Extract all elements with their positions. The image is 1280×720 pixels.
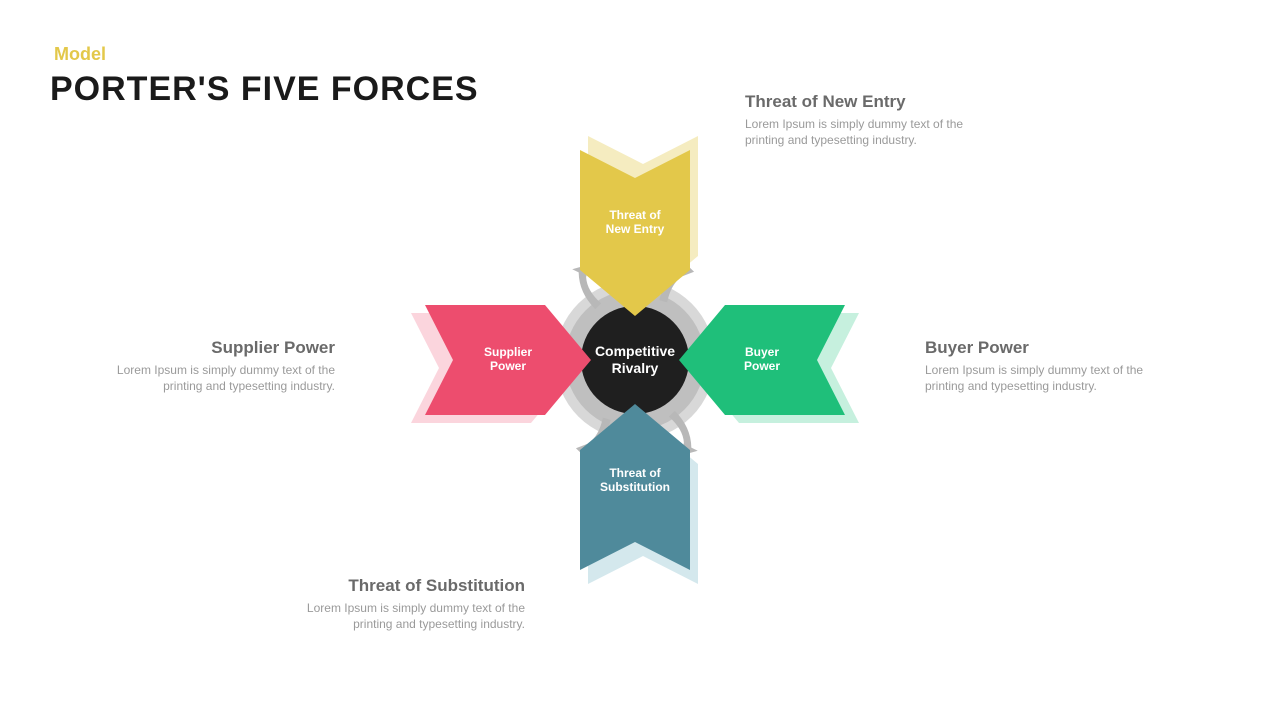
desc-bottom: Threat of Substitution Lorem Ipsum is si… — [265, 576, 525, 632]
desc-right: Buyer Power Lorem Ipsum is simply dummy … — [925, 338, 1185, 394]
arrow-left-label: SupplierPower — [453, 346, 563, 374]
desc-bottom-text: Lorem Ipsum is simply dummy text of the … — [265, 600, 525, 632]
desc-top-text: Lorem Ipsum is simply dummy text of the … — [745, 116, 1005, 148]
arrow-bottom: Threat ofSubstitution — [525, 377, 745, 597]
desc-left-text: Lorem Ipsum is simply dummy text of the … — [75, 362, 335, 394]
arrow-right-label: BuyerPower — [707, 346, 817, 374]
desc-top-title: Threat of New Entry — [745, 92, 1005, 112]
arrow-top-label: Threat ofNew Entry — [580, 209, 690, 237]
desc-left-title: Supplier Power — [75, 338, 335, 358]
desc-top: Threat of New Entry Lorem Ipsum is simpl… — [745, 92, 1005, 148]
arrow-bottom-label: Threat ofSubstitution — [580, 467, 690, 495]
desc-right-title: Buyer Power — [925, 338, 1185, 358]
model-subtitle: Model — [54, 44, 106, 65]
desc-bottom-title: Threat of Substitution — [265, 576, 525, 596]
desc-right-text: Lorem Ipsum is simply dummy text of the … — [925, 362, 1185, 394]
page-title: PORTER'S FIVE FORCES — [50, 70, 479, 109]
desc-left: Supplier Power Lorem Ipsum is simply dum… — [75, 338, 335, 394]
